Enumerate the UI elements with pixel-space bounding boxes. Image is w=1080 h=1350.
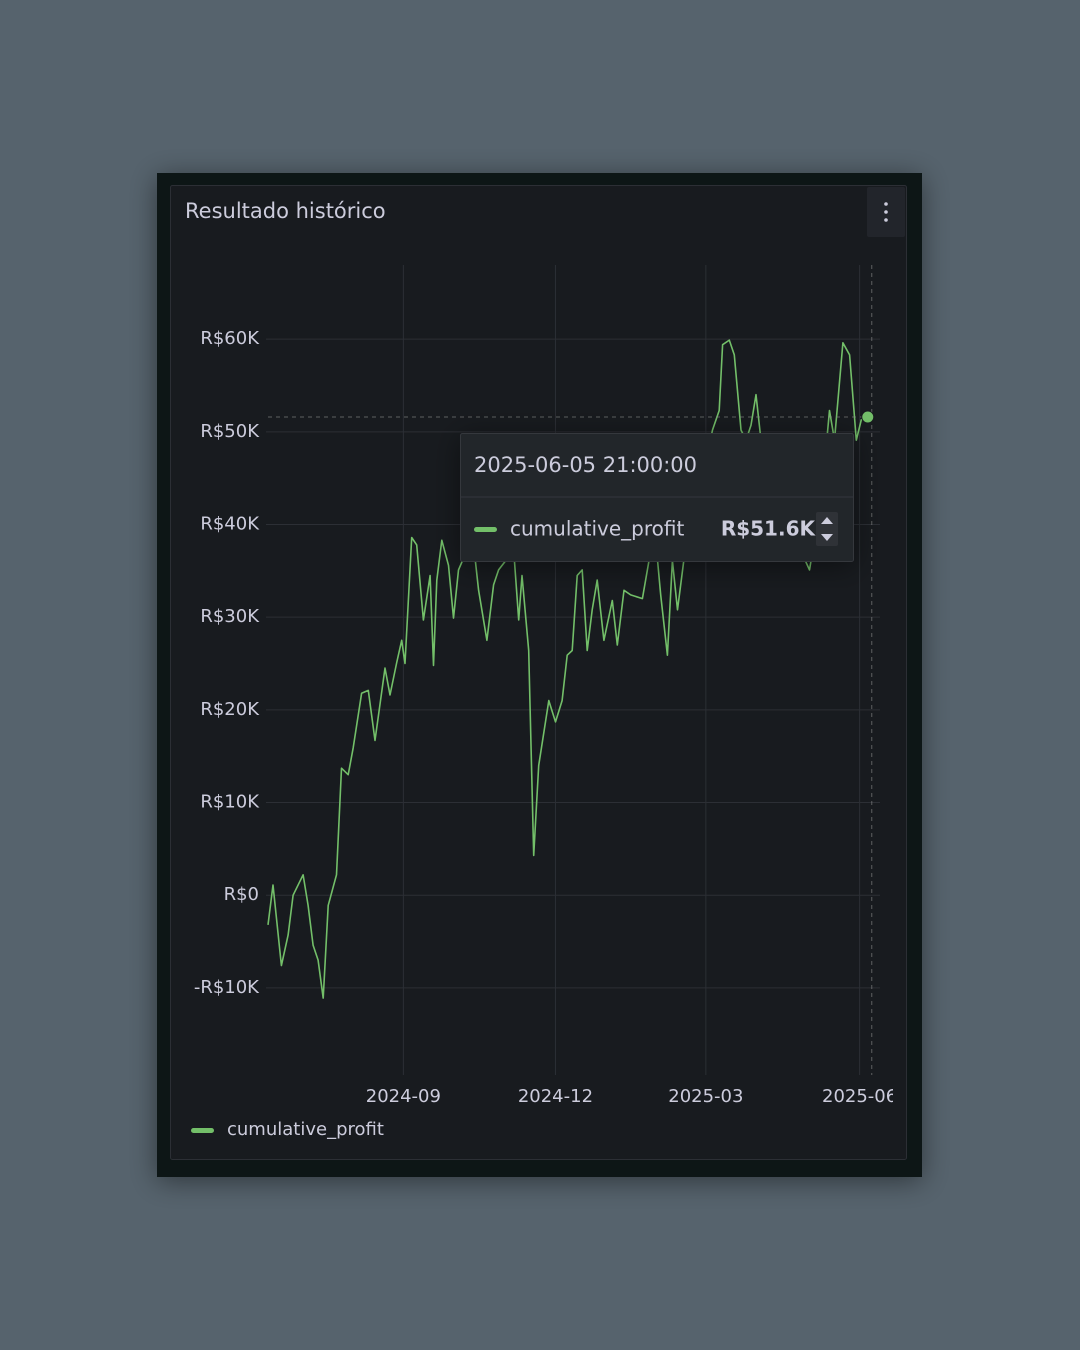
hover-point <box>861 410 875 424</box>
tooltip-swatch <box>474 527 497 532</box>
plot: -R$10K R$0 R$10K R$20K R$30K R$40K R$50K R$60K 2… <box>194 265 897 1107</box>
x-tick-label: 2024-12 <box>518 1086 593 1107</box>
y-tick-label: R$40K <box>200 513 260 534</box>
y-tick-label: R$50K <box>200 421 260 442</box>
y-tick-label: -R$10K <box>194 977 260 998</box>
y-tick-label: R$30K <box>200 606 260 627</box>
legend-label: cumulative_profit <box>227 1119 384 1140</box>
tooltip-sort <box>816 512 838 546</box>
y-tick-label: R$0 <box>224 884 259 905</box>
x-tick-label: 2024-09 <box>366 1086 441 1107</box>
x-tick-label: 2025-03 <box>668 1086 743 1107</box>
panel <box>170 185 907 1160</box>
overlay: 2025-06-05 21:00:00 cumulative_profit R$51… <box>268 265 875 1075</box>
menu-dot <box>884 202 888 206</box>
tooltip-series: cumulative_profit <box>510 517 684 541</box>
tooltip: 2025-06-05 21:00:00 cumulative_profit R$51… <box>460 433 854 562</box>
sort-up <box>821 517 833 524</box>
panel-title: Resultado histórico <box>185 199 386 223</box>
legend-swatch <box>191 1128 214 1133</box>
tooltip-time: 2025-06-05 21:00:00 <box>474 453 697 477</box>
tooltip-value: R$51.6K <box>721 517 817 541</box>
y-tick-label: R$60K <box>200 328 260 349</box>
menu-dot <box>884 218 888 222</box>
y-tick-label: R$10K <box>200 792 260 813</box>
y-tick-label: R$20K <box>200 699 260 720</box>
menu-dot <box>884 210 888 214</box>
x-tick-label: 2025-06 <box>822 1086 897 1107</box>
sort-down <box>821 534 833 541</box>
